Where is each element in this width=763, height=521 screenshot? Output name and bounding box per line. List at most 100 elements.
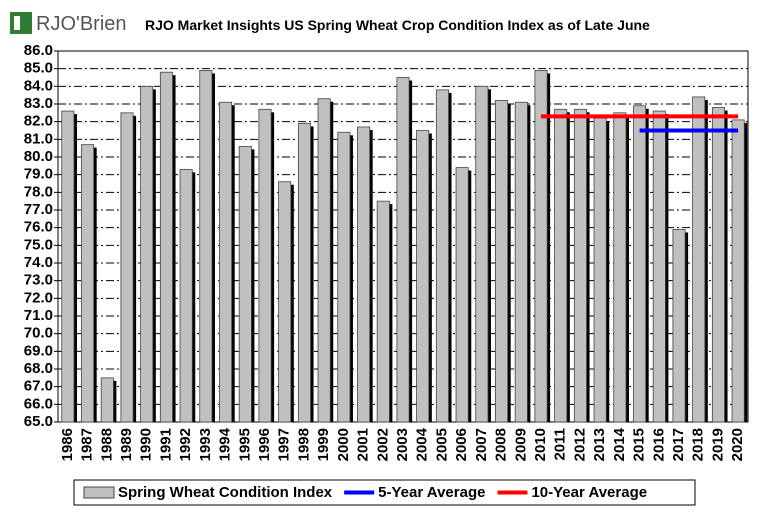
- x-tick-label: 2016: [650, 428, 667, 461]
- x-tick-label: 2020: [729, 428, 746, 461]
- x-tick-label: 1995: [236, 428, 253, 461]
- bar: [573, 108, 587, 423]
- bar: [238, 145, 252, 423]
- bar: [692, 96, 706, 423]
- x-tick-label: 1998: [295, 428, 312, 461]
- x-tick-label: 1993: [197, 428, 214, 461]
- x-tick-label: 1987: [79, 428, 96, 461]
- y-tick-label: 67.0: [24, 378, 53, 395]
- x-tick-label: 1999: [315, 428, 332, 461]
- y-tick-label: 83.0: [24, 95, 53, 112]
- x-tick-label: 2010: [532, 428, 549, 461]
- y-tick-label: 85.0: [24, 60, 53, 77]
- y-tick-label: 78.0: [24, 183, 53, 200]
- y-tick-label: 82.0: [24, 113, 53, 130]
- x-tick-label: 1994: [217, 427, 234, 461]
- x-tick-label: 1992: [177, 428, 194, 461]
- y-tick-label: 71.0: [24, 307, 53, 324]
- logo-icon-part: [14, 16, 20, 30]
- y-tick-label: 73.0: [24, 272, 53, 289]
- chart-title: RJO Market Insights US Spring Wheat Crop…: [145, 17, 650, 33]
- bar: [357, 126, 371, 423]
- bar: [179, 168, 193, 423]
- x-tick-label: 2003: [394, 428, 411, 461]
- legend-swatch: [83, 486, 115, 499]
- legend-label: Spring Wheat Condition Index: [118, 484, 333, 501]
- x-tick-label: 2006: [453, 428, 470, 461]
- y-tick-label: 84.0: [24, 77, 53, 94]
- bar: [534, 70, 548, 423]
- bar: [376, 200, 390, 423]
- x-tick-label: 2011: [552, 428, 569, 461]
- x-tick-label: 2007: [473, 428, 490, 461]
- bar: [297, 123, 311, 423]
- bar: [396, 77, 410, 423]
- bar: [140, 85, 154, 423]
- legend-box: [73, 479, 696, 506]
- y-tick-label: 77.0: [24, 201, 53, 218]
- bar: [81, 144, 95, 423]
- bar: [416, 130, 430, 423]
- y-tick-label: 80.0: [24, 148, 53, 165]
- legend-label: 10-Year Average: [531, 484, 647, 501]
- bar: [495, 100, 509, 423]
- x-tick-label: 2018: [690, 428, 707, 461]
- x-tick-label: 1991: [157, 428, 174, 461]
- bar: [219, 101, 233, 423]
- x-tick-label: 1997: [276, 428, 293, 461]
- y-tick-label: 81.0: [24, 130, 53, 147]
- x-tick-label: 1986: [59, 428, 76, 461]
- y-tick-label: 86.0: [24, 42, 53, 59]
- x-tick-label: 2005: [433, 428, 450, 461]
- x-tick-label: 2015: [631, 428, 648, 461]
- bar: [731, 119, 745, 423]
- legend-label: 5-Year Average: [378, 484, 485, 501]
- y-tick-label: 79.0: [24, 166, 53, 183]
- legend: Spring Wheat Condition Index 5-Year Avera…: [73, 479, 696, 506]
- x-tick-label: 2004: [414, 427, 431, 461]
- bar: [120, 112, 134, 423]
- bar: [633, 105, 647, 423]
- bar: [711, 107, 725, 423]
- bar: [159, 71, 173, 423]
- logo: RJO'Brien: [10, 12, 127, 35]
- x-tick-label: 2000: [335, 428, 352, 461]
- x-tick-label: 2013: [591, 428, 608, 461]
- y-tick-label: 68.0: [24, 360, 53, 377]
- x-tick-label: 2001: [355, 428, 372, 461]
- y-tick-label: 75.0: [24, 236, 53, 253]
- bar: [613, 112, 627, 423]
- logo-icon: [10, 12, 32, 34]
- y-tick-label: 74.0: [24, 254, 53, 271]
- x-tick-label: 2014: [611, 427, 628, 461]
- x-tick-label: 2019: [709, 428, 726, 461]
- bar: [199, 70, 213, 423]
- bar: [258, 108, 272, 423]
- brand: RJO'Brien: [36, 13, 127, 35]
- bar: [593, 117, 607, 423]
- y-tick-label: 69.0: [24, 342, 53, 359]
- x-tick-label: 1990: [138, 428, 155, 461]
- y-tick-label: 72.0: [24, 289, 53, 306]
- y-tick-label: 70.0: [24, 325, 53, 342]
- x-tick-label: 2002: [374, 428, 391, 461]
- bar: [317, 98, 331, 423]
- x-tick-label: 2008: [493, 428, 510, 461]
- bar: [337, 131, 351, 423]
- bar: [554, 108, 568, 423]
- y-tick-label: 65.0: [24, 413, 53, 430]
- x-tick-label: 1996: [256, 428, 273, 461]
- x-tick-label: 2012: [571, 428, 588, 461]
- bar: [672, 229, 686, 423]
- x-tick-label: 1988: [98, 428, 115, 461]
- bar: [278, 181, 292, 423]
- x-tick-label: 2009: [512, 428, 529, 461]
- bar: [652, 110, 666, 423]
- x-tick-label: 2017: [670, 428, 687, 461]
- bar: [475, 85, 489, 423]
- bar: [455, 167, 469, 423]
- bar: [514, 101, 528, 423]
- x-tick-label: 1989: [118, 428, 135, 461]
- bar: [435, 89, 449, 423]
